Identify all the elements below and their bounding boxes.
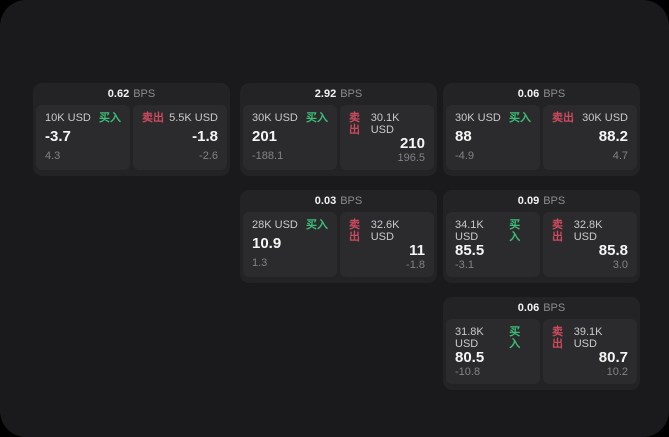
bps-label: BPS [543,88,566,100]
quote-card: 0.06 BPS 31.8K USD 买入 80.5 -10.8 卖出 39.1… [443,297,640,390]
buy-amount: 28K USD [252,219,298,231]
bps-label: BPS [543,302,566,314]
buy-amount: 31.8K USD [455,326,484,350]
sell-side-label: 卖出 [552,219,563,243]
quote-card: 2.92 BPS 30K USD 买入 201 -188.1 卖出 30.1K … [240,83,437,176]
spread-header: 0.06 BPS [443,297,640,319]
spread-header: 0.62 BPS [33,83,230,105]
buy-price: 88 [455,128,472,145]
buy-price: -3.7 [45,128,71,145]
bps-label: BPS [340,195,363,207]
quote-card: 0.09 BPS 34.1K USD 买入 85.5 -3.1 卖出 32.8K… [443,190,640,283]
sell-change: 3.0 [612,259,628,271]
buy-change: 4.3 [45,150,61,162]
buy-amount: 30K USD [455,112,501,124]
sell-change: 196.5 [397,152,425,164]
bps-label: BPS [340,88,363,100]
sell-price: 85.8 [598,242,628,259]
buy-amount: 10K USD [45,112,91,124]
sell-side-label: 卖出 [552,326,563,350]
buy-change: -188.1 [252,150,284,162]
sell-amount: 30.1K USD [370,112,400,136]
buy-side-label: 买入 [509,112,531,124]
spread-value: 0.06 [517,88,540,100]
buy-price: 80.5 [455,349,485,366]
spread-value: 0.09 [517,195,540,207]
sell-side-label: 卖出 [552,112,574,124]
buy-side-label: 买入 [306,112,328,124]
buy-panel[interactable]: 10K USD 买入 -3.7 4.3 [36,105,130,170]
buy-change: 1.3 [252,257,268,269]
buy-side-label: 买入 [509,219,521,243]
sell-price: 88.2 [598,128,628,145]
buy-panel[interactable]: 31.8K USD 买入 80.5 -10.8 [446,319,540,384]
buy-price: 10.9 [252,235,282,252]
buy-price: 201 [252,128,278,145]
sell-side-label: 卖出 [142,112,164,124]
spread-value: 0.03 [314,195,337,207]
sell-panel[interactable]: 卖出 30.1K USD 210 196.5 [340,105,434,170]
buy-amount: 30K USD [252,112,298,124]
sell-amount: 39.1K USD [573,326,603,350]
buy-panel[interactable]: 30K USD 买入 88 -4.9 [446,105,540,170]
quote-card: 0.03 BPS 28K USD 买入 10.9 1.3 卖出 32.6K US… [240,190,437,283]
buy-change: -4.9 [455,150,474,162]
spread-header: 0.09 BPS [443,190,640,212]
sell-change: -2.6 [199,150,218,162]
sell-change: 10.2 [606,366,628,378]
buy-amount: 34.1K USD [455,219,484,243]
sell-price: -1.8 [192,128,218,145]
sell-change: -1.8 [406,259,425,271]
buy-panel[interactable]: 34.1K USD 买入 85.5 -3.1 [446,212,540,277]
buy-panel[interactable]: 28K USD 买入 10.9 1.3 [243,212,337,277]
sell-panel[interactable]: 卖出 5.5K USD -1.8 -2.6 [133,105,227,170]
buy-side-label: 买入 [306,219,328,231]
sell-panel[interactable]: 卖出 32.8K USD 85.8 3.0 [543,212,637,277]
buy-side-label: 买入 [99,112,121,124]
sell-amount: 32.8K USD [573,219,603,243]
buy-price: 85.5 [455,242,485,259]
buy-change: -10.8 [455,366,481,378]
sell-price: 11 [409,242,425,259]
sell-change: 4.7 [612,150,628,162]
sell-side-label: 卖出 [349,112,360,136]
quote-card: 0.62 BPS 10K USD 买入 -3.7 4.3 卖出 5.5K USD… [33,83,230,176]
spread-value: 0.06 [517,302,540,314]
buy-panel[interactable]: 30K USD 买入 201 -188.1 [243,105,337,170]
spread-header: 2.92 BPS [240,83,437,105]
sell-panel[interactable]: 卖出 39.1K USD 80.7 10.2 [543,319,637,384]
bps-label: BPS [543,195,566,207]
spread-value: 0.62 [107,88,130,100]
sell-amount: 32.6K USD [370,219,400,243]
sell-panel[interactable]: 卖出 30K USD 88.2 4.7 [543,105,637,170]
sell-panel[interactable]: 卖出 32.6K USD 11 -1.8 [340,212,434,277]
spread-value: 2.92 [314,88,337,100]
buy-change: -3.1 [455,259,474,271]
bps-label: BPS [133,88,156,100]
spread-header: 0.03 BPS [240,190,437,212]
sell-side-label: 卖出 [349,219,360,243]
buy-side-label: 买入 [509,326,521,350]
sell-price: 210 [399,135,425,152]
sell-price: 80.7 [598,349,628,366]
sell-amount: 5.5K USD [169,112,218,124]
spread-header: 0.06 BPS [443,83,640,105]
sell-amount: 30K USD [582,112,628,124]
quote-card: 0.06 BPS 30K USD 买入 88 -4.9 卖出 30K USD 8… [443,83,640,176]
